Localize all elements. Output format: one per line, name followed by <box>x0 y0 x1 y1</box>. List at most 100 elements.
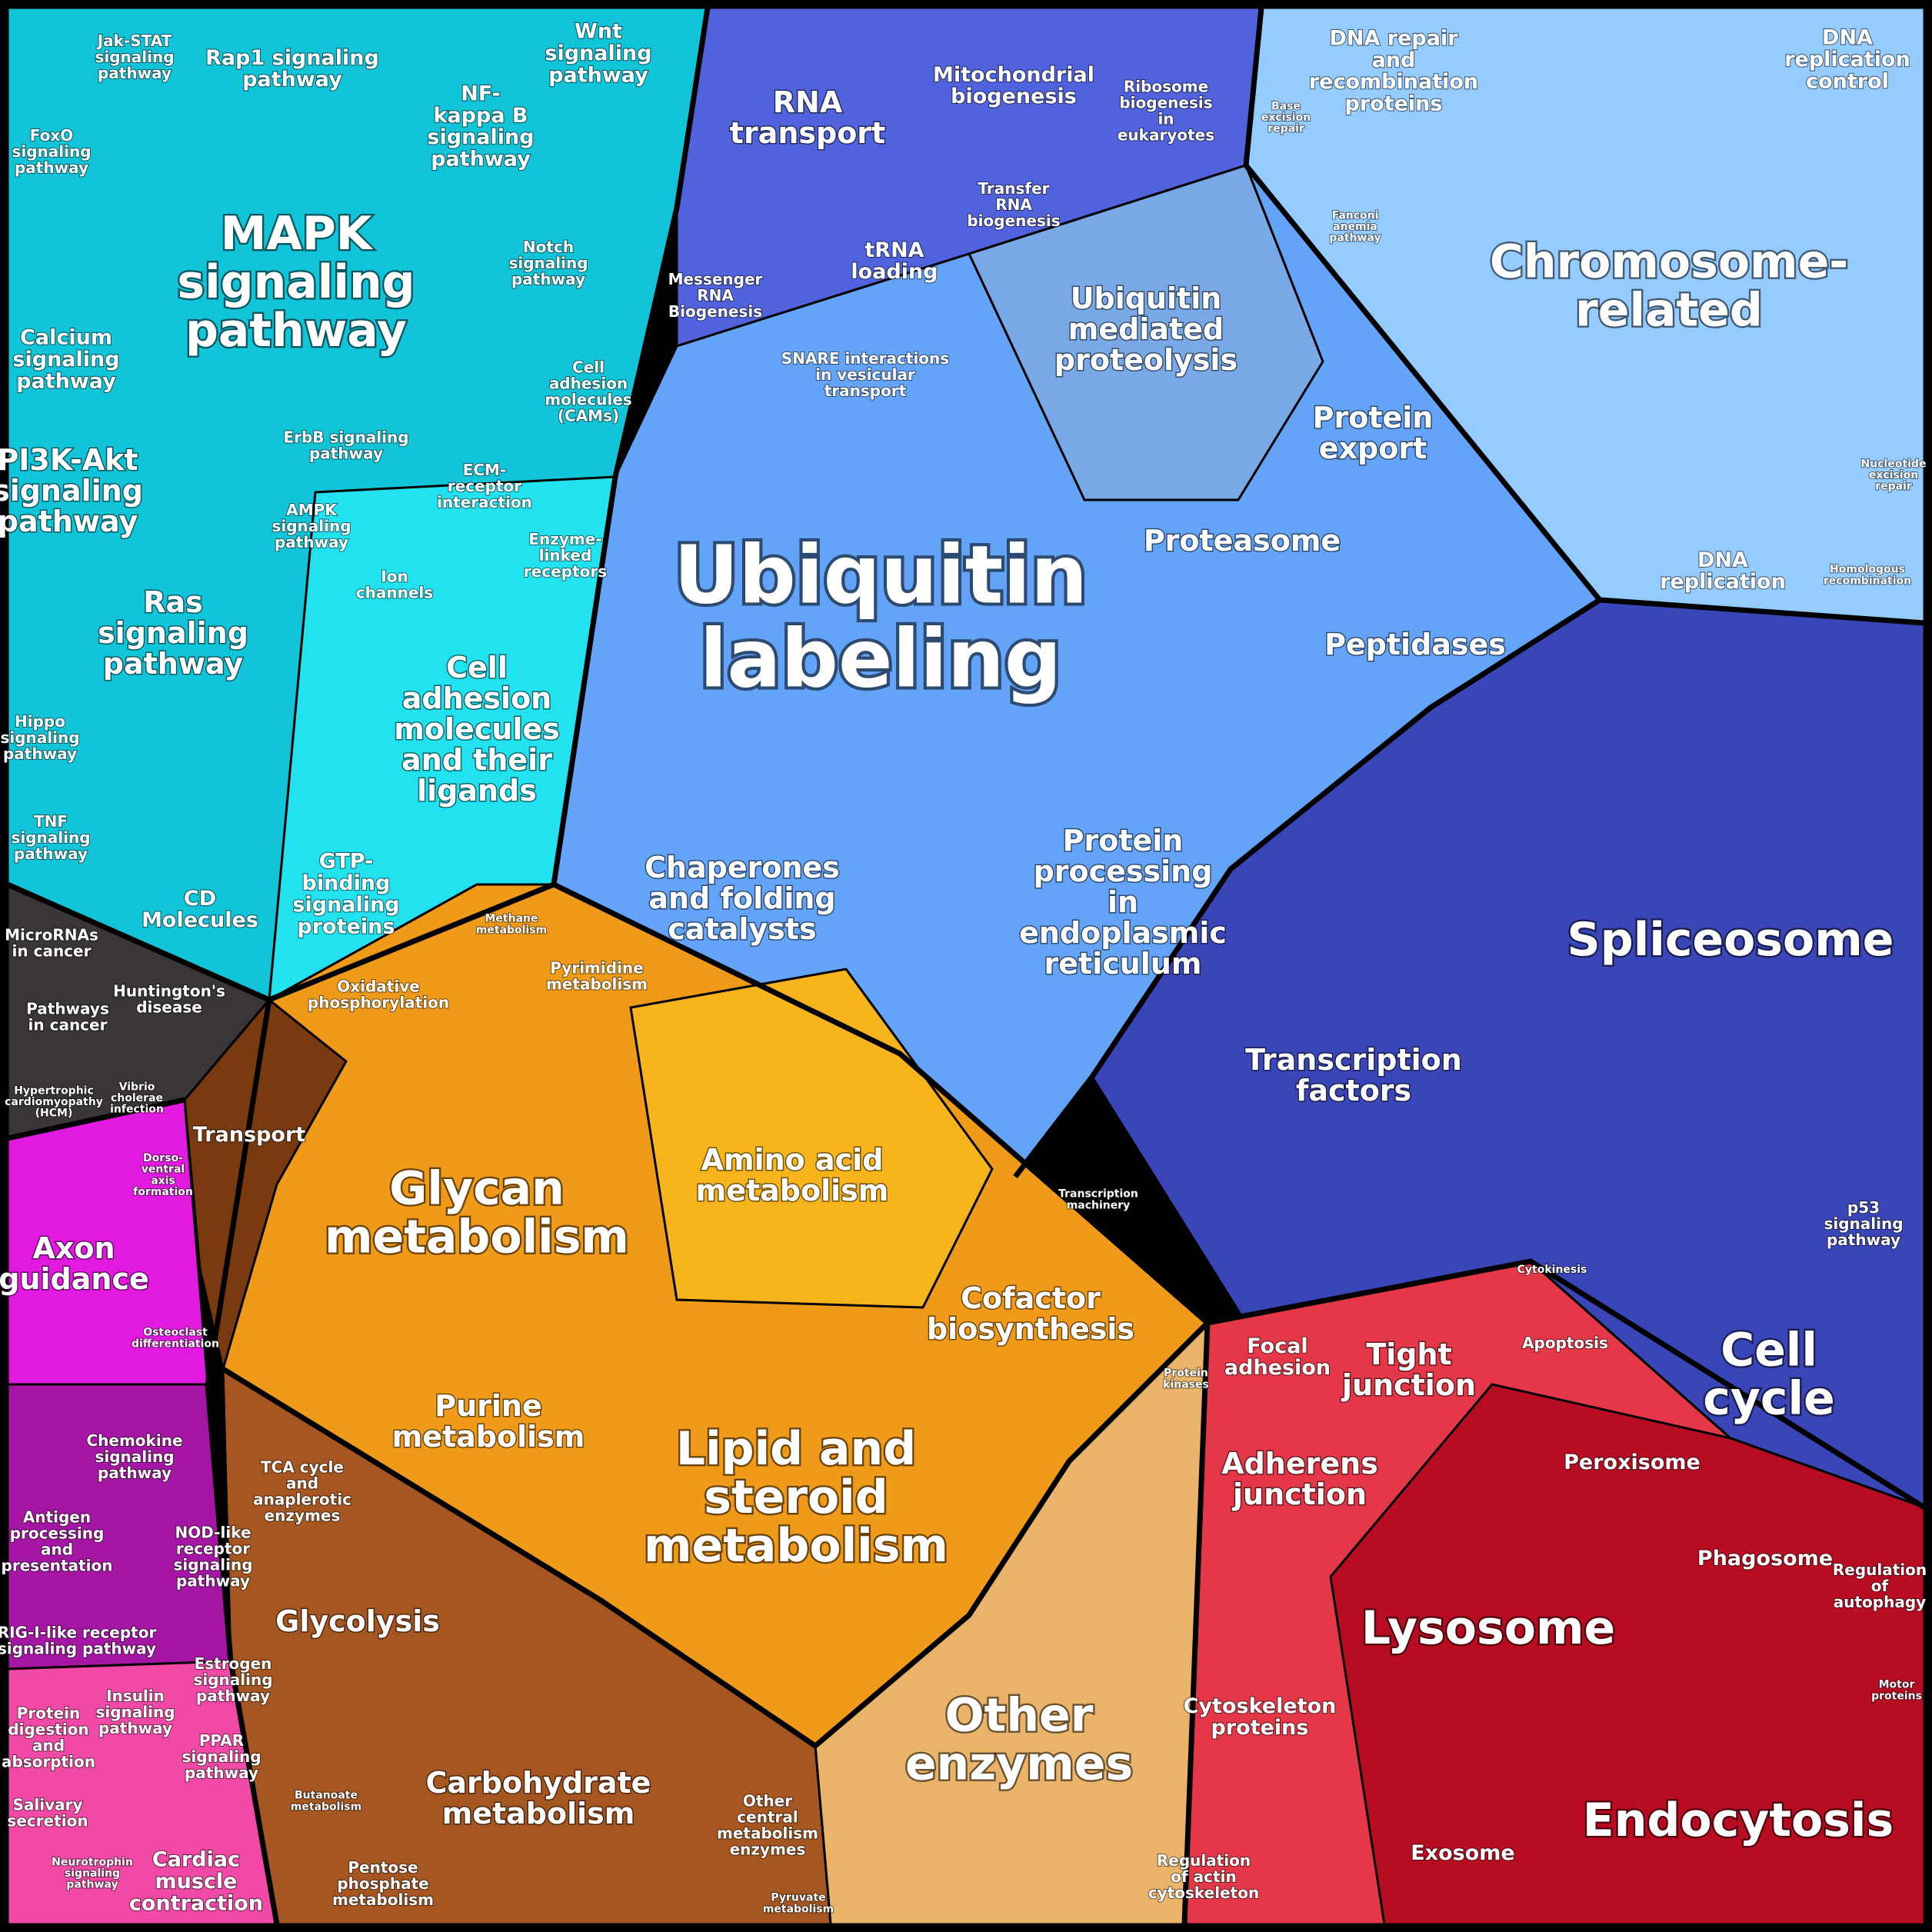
pathway-label-estrogen-signaling-pathway: Estrogen signaling pathway <box>193 1654 272 1705</box>
pathway-label-tnf-signaling-pathway: TNF signaling pathway <box>11 812 90 863</box>
pathway-label-dna-replication-control: DNA replication control <box>1784 25 1910 93</box>
pathway-label-p53-signaling-pathway: p53 signaling pathway <box>1824 1198 1903 1249</box>
pathway-label-cytoskeleton-proteins: Cytoskeleton proteins <box>1184 1694 1337 1739</box>
pathway-label-motor-proteins: Motor proteins <box>1871 1679 1922 1703</box>
pathway-label-dna-replication: DNA replication <box>1660 548 1786 593</box>
boundary-chromosome <box>1243 7 1925 626</box>
pathway-label-pathways-in-cancer: Pathways in cancer <box>26 999 109 1034</box>
pathway-label-regulation-of-actin-cytoskeleton: Regulation of actin cytoskeleton <box>1148 1851 1259 1902</box>
pathway-label-homologous-recombination: Homologous recombination <box>1824 564 1911 588</box>
pathway-label-exosome: Exosome <box>1411 1841 1514 1865</box>
group-boundaries <box>6 7 1926 1925</box>
pathway-label-pentose-phosphate-metabolism: Pentose phosphate metabolism <box>332 1858 434 1909</box>
pathway-label-vibrio-cholerae-infection: Vibrio cholerae infection <box>110 1081 164 1115</box>
region-tiles <box>6 6 1926 1926</box>
pathway-label-snare-interactions-in-vesicular-transport: SNARE interactions in vesicular transport <box>781 349 949 400</box>
pathway-label-dna-repair-and-recombination-proteins: DNA repair and recombination proteins <box>1309 26 1478 115</box>
pathway-label-tca-cycle-and-anaplerotic-enzymes: TCA cycle and anaplerotic enzymes <box>253 1457 351 1524</box>
boundary-disease <box>7 1097 185 1141</box>
pathway-label-messenger-rna-biogenesis: Messenger RNA Biogenesis <box>668 270 763 321</box>
boundary-carbohydrate <box>222 1321 1210 1750</box>
pathway-label-protein-export: Protein export <box>1313 401 1434 465</box>
pathway-label-cell-adhesion-molecules-cams: Cell adhesion molecules (CAMs) <box>545 358 631 425</box>
pathway-label-phagosome: Phagosome <box>1697 1547 1833 1571</box>
pathway-label-base-excision-repair: Base excision repair <box>1261 100 1311 135</box>
pathway-label-ecm-receptor-interaction: ECM-receptor interaction <box>437 461 532 511</box>
pathway-label-nod-like-receptor-signaling-pathway: NOD-like receptor signaling pathway <box>173 1523 252 1590</box>
pathway-label-cell-adhesion-molecules-and-their-ligands: Cell adhesion molecules and their ligands <box>394 651 560 808</box>
pathway-label-trna-loading: tRNA loading <box>851 238 938 283</box>
pathway-label-calcium-signaling-pathway: Calcium signaling pathway <box>12 325 119 393</box>
pathway-label-rig-i-like-receptor-signaling-pathway: RIG-I-like receptor signaling pathway <box>0 1623 156 1657</box>
pathway-label-ubiquitin-labeling: Ubiquitin labeling <box>674 528 1088 706</box>
pathway-label-enzyme-linked-receptors: Enzyme-linked receptors <box>524 530 607 581</box>
boundary-left-column <box>205 999 280 1925</box>
boundary-spliceosome <box>1013 598 1601 1179</box>
pathway-label-gtp-binding-signaling-proteins: GTP-binding signaling proteins <box>292 849 399 938</box>
pathway-label-protein-digestion-and-absorption: Protein digestion and absorption <box>2 1704 95 1770</box>
pathway-label-lipid-and-steroid-metabolism: Lipid and steroid metabolism <box>644 1422 948 1573</box>
pathway-label-chromosome-related: Chromosome-related <box>1490 235 1848 337</box>
pathway-label-pi3k-akt-signaling-pathway: PI3K-Akt signaling pathway <box>0 443 143 538</box>
pathway-label-other-enzymes: Other enzymes <box>905 1688 1133 1790</box>
pathway-label-glycan-metabolism: Glycan metabolism <box>325 1161 629 1264</box>
pathway-label-salivary-secretion: Salivary secretion <box>7 1795 88 1830</box>
pathway-label-peroxisome: Peroxisome <box>1564 1451 1700 1474</box>
pathway-label-mitochondrial-biogenesis: Mitochondrial biogenesis <box>933 62 1094 108</box>
pathway-label-endocytosis: Endocytosis <box>1583 1794 1894 1847</box>
pathway-label-rap1-signaling-pathway: Rap1 signaling pathway <box>205 45 379 91</box>
pathway-label-peptidases: Peptidases <box>1324 628 1506 661</box>
pathway-label-hippo-signaling-pathway: Hippo signaling pathway <box>0 712 79 763</box>
pathway-label-spliceosome: Spliceosome <box>1567 913 1894 967</box>
pathway-label-huntington-s-disease: Huntington's disease <box>113 981 225 1016</box>
pathway-label-axon-guidance: Axon guidance <box>0 1231 149 1296</box>
boundary-other-enzymes <box>1181 1322 1211 1925</box>
pathway-label-micrornas-in-cancer: MicroRNAs in cancer <box>5 925 98 960</box>
lysosome-endocytosis-region <box>1329 1383 1926 1926</box>
pathway-label-cardiac-muscle-contraction: Cardiac muscle contraction <box>129 1847 263 1915</box>
pathway-label-hypertrophic-cardiomyopathy-hcm: Hypertrophic cardiomyopathy (HCM) <box>5 1084 103 1119</box>
pathway-label-pyrimidine-metabolism: Pyrimidine metabolism <box>546 958 648 993</box>
pathway-label-focal-adhesion: Focal adhesion <box>1224 1334 1331 1379</box>
boundary-metabolism <box>6 881 1210 1325</box>
pathway-label-protein-kinases: Protein kinases <box>1163 1367 1209 1391</box>
pathway-label-butanoate-metabolism: Butanoate metabolism <box>291 1790 361 1814</box>
pathway-label-other-central-metabolism-enzymes: Other central metabolism enzymes <box>717 1791 818 1858</box>
pathway-label-notch-signaling-pathway: Notch signaling pathway <box>508 238 588 288</box>
pathway-label-cofactor-biosynthesis: Cofactor biosynthesis <box>927 1281 1134 1346</box>
pathway-label-dorso-ventral-axis-formation: Dorso-ventral axis formation <box>133 1152 193 1198</box>
pathway-label-chaperones-and-folding-catalysts: Chaperones and folding catalysts <box>645 851 840 946</box>
pathway-label-mapk-signaling-pathway: MAPK signaling pathway <box>177 207 415 358</box>
pathway-label-regulation-of-autophagy: Regulation of autophagy <box>1833 1561 1927 1611</box>
pathway-label-tight-junction: Tight junction <box>1341 1337 1476 1402</box>
pathway-label-glycolysis: Glycolysis <box>275 1604 440 1638</box>
pathway-label-ubiquitin-mediated-proteolysis: Ubiquitin mediated proteolysis <box>1054 281 1237 377</box>
pathway-label-neurotrophin-signaling-pathway: Neurotrophin signaling pathway <box>52 1856 133 1890</box>
pathway-label-transcription-factors: Transcription factors <box>1245 1043 1462 1108</box>
pathway-label-fanconi-anemia-pathway: Fanconi anemia pathway <box>1329 209 1381 244</box>
pathway-label-proteasome: Proteasome <box>1144 524 1341 558</box>
pathway-label-lysosome: Lysosome <box>1361 1601 1615 1655</box>
pathway-label-carbohydrate-metabolism: Carbohydrate metabolism <box>426 1766 651 1830</box>
pathway-label-cd-molecules: CD Molecules <box>142 886 258 931</box>
pathway-label-antigen-processing-and-presentation: Antigen processing and presentation <box>2 1507 113 1574</box>
pathway-label-nucleotide-excision-repair: Nucleotide excision repair <box>1861 458 1927 492</box>
pathway-label-methane-metabolism: Methane metabolism <box>476 913 547 937</box>
pathway-label-oxidative-phosphorylation: Oxidative phosphorylation <box>308 977 449 1011</box>
pathway-label-amino-acid-metabolism: Amino acid metabolism <box>696 1143 889 1208</box>
pathway-label-osteoclast-differentiation: Osteoclast differentiation <box>132 1327 219 1351</box>
pathway-label-cytokinesis: Cytokinesis <box>1517 1264 1587 1276</box>
pathway-label-apoptosis: Apoptosis <box>1522 1334 1608 1352</box>
boundary-signaling-ubiquitin <box>551 7 711 885</box>
pathway-label-ras-signaling-pathway: Ras signaling pathway <box>98 585 248 681</box>
pathway-label-erbb-signaling-pathway: ErbB signaling pathway <box>283 428 408 462</box>
pathway-label-chemokine-signaling-pathway: Chemokine signaling pathway <box>86 1431 182 1482</box>
pathway-label-transfer-rna-biogenesis: Transfer RNA biogenesis <box>967 179 1060 230</box>
pathway-label-ppar-signaling-pathway: PPAR signaling pathway <box>182 1731 261 1782</box>
label-layer: MAPK signaling pathway Ubiquitin labeling Chr… <box>0 18 1927 1916</box>
boundary-cell-cycle <box>1207 1258 1926 1510</box>
pathway-label-ampk-signaling-pathway: AMPK signaling pathway <box>271 501 351 551</box>
pathway-label-adherens-junction: Adherens junction <box>1221 1447 1378 1511</box>
